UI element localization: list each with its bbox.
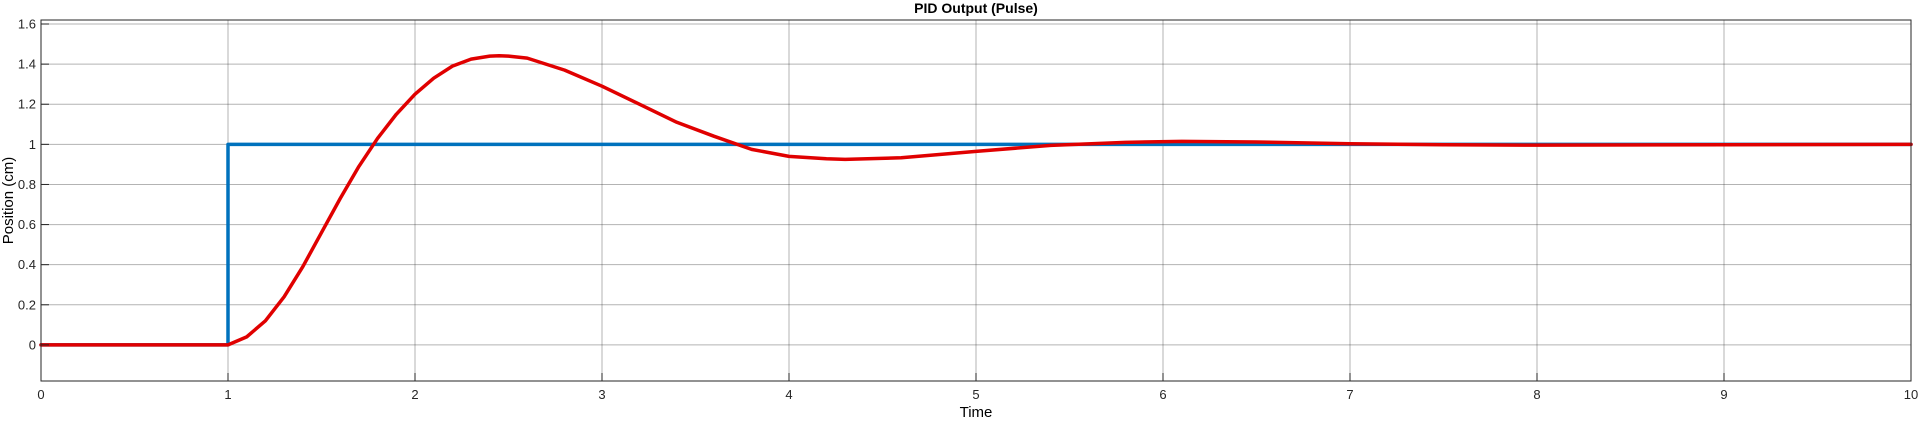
x-tick-label: 4 [785,387,792,402]
y-axis-ticks: 0 0.2 0.4 0.6 0.8 1 1.2 1.4 1.6 [18,17,49,352]
y-tick-label: 1 [29,137,36,152]
y-tick-label: 0.6 [18,217,36,232]
chart-title: PID Output (Pulse) [914,0,1038,16]
y-tick-label: 1.6 [18,17,36,32]
x-tick-label: 7 [1346,387,1353,402]
y-tick-label: 0.8 [18,177,36,192]
y-axis-label: Position (cm) [0,157,17,245]
x-tick-label: 3 [598,387,605,402]
y-tick-label: 0.4 [18,257,36,272]
y-tick-label: 0.2 [18,297,36,312]
y-tick-label: 1.4 [18,57,36,72]
y-tick-label: 1.2 [18,97,36,112]
x-tick-label: 8 [1533,387,1540,402]
x-axis-ticks: 0 1 2 3 4 5 6 7 8 9 10 [37,373,1918,402]
y-tick-label: 0 [29,337,36,352]
x-tick-label: 0 [37,387,44,402]
x-tick-label: 10 [1904,387,1918,402]
pid-response-line [39,53,1913,347]
x-tick-label: 5 [972,387,979,402]
series-layer [39,53,1913,347]
x-tick-label: 1 [224,387,231,402]
x-axis-label: Time [960,404,993,421]
x-tick-label: 9 [1720,387,1727,402]
x-tick-label: 6 [1159,387,1166,402]
x-tick-label: 2 [411,387,418,402]
grid [40,20,1912,381]
